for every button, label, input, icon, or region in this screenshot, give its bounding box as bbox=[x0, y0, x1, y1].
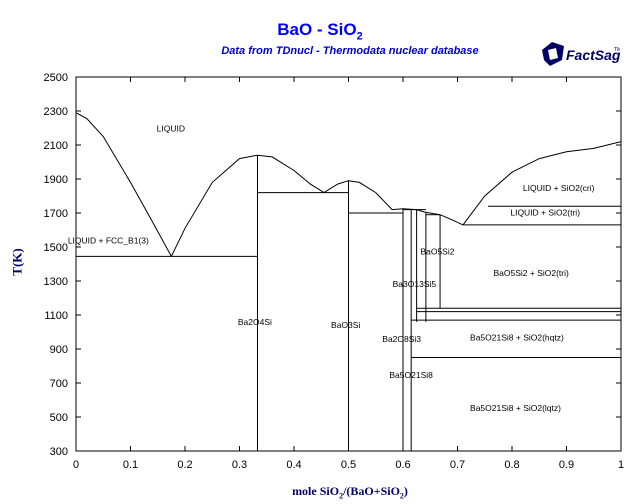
x-tick-label: 0.9 bbox=[559, 459, 574, 471]
y-tick-label: 2500 bbox=[44, 72, 68, 84]
x-tick-label: 0.3 bbox=[232, 459, 247, 471]
region-label: BaO5Si2 + SiO2(tri) bbox=[493, 268, 569, 278]
logo-text: FactSage bbox=[566, 47, 620, 63]
y-axis-label: T(K) bbox=[9, 248, 25, 276]
region-label: LIQUID bbox=[157, 123, 185, 133]
factsage-logo-icon: FactSage TM bbox=[542, 42, 620, 66]
region-label: Ba2O8Si3 bbox=[382, 334, 421, 344]
x-tick-label: 0.5 bbox=[341, 459, 356, 471]
y-tick-label: 2300 bbox=[44, 106, 68, 118]
y-tick-label: 1500 bbox=[44, 242, 68, 254]
y-tick-label: 1300 bbox=[44, 276, 68, 288]
region-label: Ba2O4Si bbox=[238, 317, 272, 327]
x-tick-label: 0.7 bbox=[450, 459, 465, 471]
y-tick-label: 300 bbox=[50, 446, 68, 458]
liquidus-curve-8 bbox=[462, 141, 622, 226]
region-label: LIQUID + SiO2(tri) bbox=[510, 208, 580, 218]
region-label: Ba5O21Si8 + SiO2(hqtz) bbox=[470, 333, 564, 343]
x-tick-label: 0.1 bbox=[123, 459, 138, 471]
x-tick-label: 1 bbox=[618, 459, 624, 471]
region-label: Ba3O13Si5 bbox=[393, 279, 437, 289]
chart-title: BaO - SiO2 bbox=[277, 20, 363, 43]
x-tick-label: 0.4 bbox=[286, 459, 301, 471]
liquidus-curve-7 bbox=[439, 214, 464, 226]
region-label: LIQUID + SiO2(cri) bbox=[523, 183, 595, 193]
y-tick-label: 1100 bbox=[44, 310, 68, 322]
region-label: BaO5Si2 bbox=[420, 247, 454, 257]
liquidus-curve-2 bbox=[257, 154, 325, 194]
liquidus-curve-0 bbox=[75, 112, 172, 257]
liquidus-curve-6 bbox=[416, 209, 441, 216]
logo-tm: TM bbox=[614, 47, 620, 53]
y-tick-label: 2100 bbox=[44, 140, 68, 152]
y-tick-label: 1900 bbox=[44, 174, 68, 186]
region-label: BaO3Si bbox=[331, 320, 360, 330]
x-tick-label: 0.8 bbox=[504, 459, 519, 471]
liquidus-curve-4 bbox=[348, 180, 393, 210]
y-tick-label: 700 bbox=[50, 378, 68, 390]
x-axis-label: mole SiO2/(BaO+SiO2) bbox=[292, 484, 408, 501]
y-tick-label: 500 bbox=[50, 412, 68, 424]
x-tick-label: 0 bbox=[73, 459, 79, 471]
liquidus-curve-1 bbox=[170, 154, 258, 257]
liquidus-curve-3 bbox=[323, 180, 349, 194]
y-tick-label: 900 bbox=[50, 344, 68, 356]
x-tick-label: 0.6 bbox=[395, 459, 410, 471]
y-tick-label: 1700 bbox=[44, 208, 68, 220]
chart-subtitle: Data from TDnucl - Thermodata nuclear da… bbox=[221, 45, 479, 57]
region-label: Ba5O21Si8 bbox=[389, 370, 433, 380]
x-tick-label: 0.2 bbox=[177, 459, 192, 471]
region-label: LIQUID + FCC_B1(3) bbox=[68, 236, 149, 246]
region-label: Ba5O21Si8 + SiO2(lqtz) bbox=[470, 403, 561, 413]
